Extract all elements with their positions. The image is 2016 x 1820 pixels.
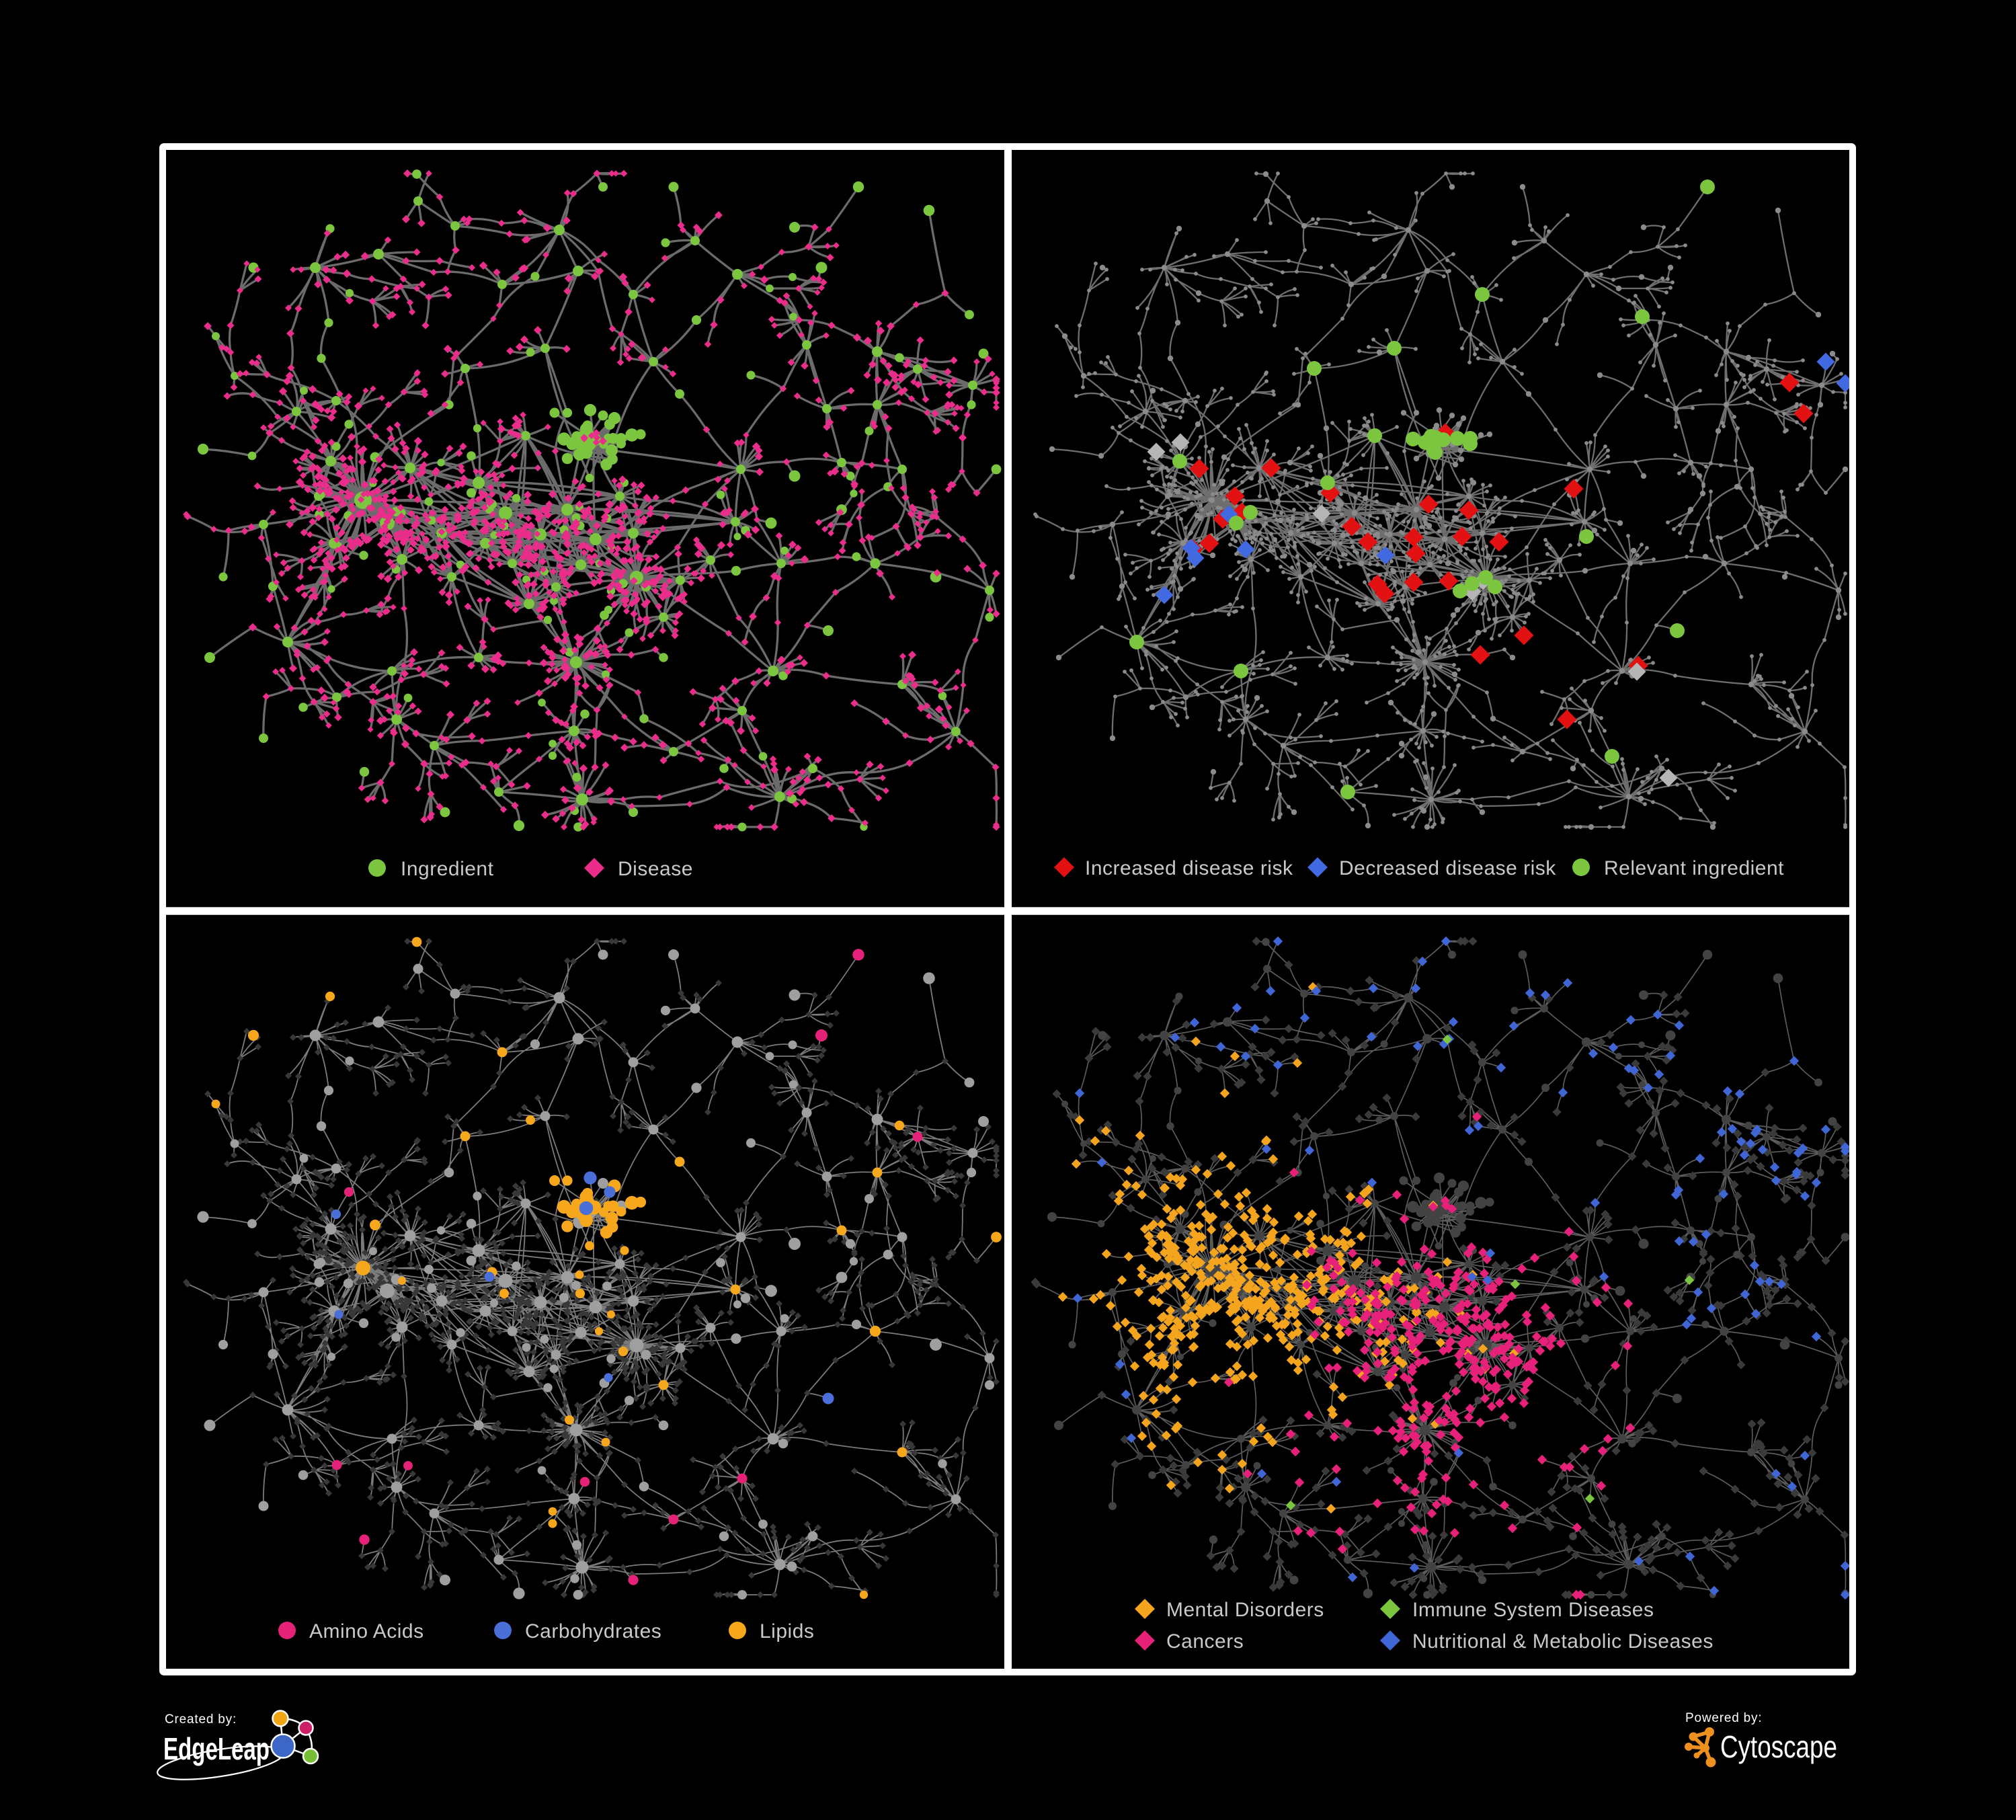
svg-text:Immune System Diseases: Immune System Diseases [1412, 1599, 1654, 1621]
svg-text:Nutritional & Metabolic Diseas: Nutritional & Metabolic Diseases [1412, 1630, 1713, 1653]
svg-text:EdgeLeap: EdgeLeap [163, 1731, 270, 1766]
svg-text:Powered by:: Powered by: [1685, 1711, 1762, 1725]
svg-text:Carbohydrates: Carbohydrates [525, 1620, 661, 1643]
svg-text:Decreased disease risk: Decreased disease risk [1339, 857, 1556, 879]
svg-text:Lipids: Lipids [760, 1620, 814, 1643]
svg-text:Mental Disorders: Mental Disorders [1166, 1599, 1324, 1621]
svg-text:Cancers: Cancers [1166, 1630, 1244, 1653]
svg-text:Disease: Disease [618, 858, 693, 880]
svg-text:Increased disease risk: Increased disease risk [1085, 857, 1293, 879]
svg-text:Cytoscape: Cytoscape [1720, 1729, 1837, 1764]
svg-text:Ingredient: Ingredient [401, 858, 494, 880]
svg-text:Created by:: Created by: [165, 1712, 237, 1727]
svg-text:Relevant ingredient: Relevant ingredient [1604, 857, 1784, 879]
svg-text:Amino Acids: Amino Acids [309, 1620, 424, 1643]
